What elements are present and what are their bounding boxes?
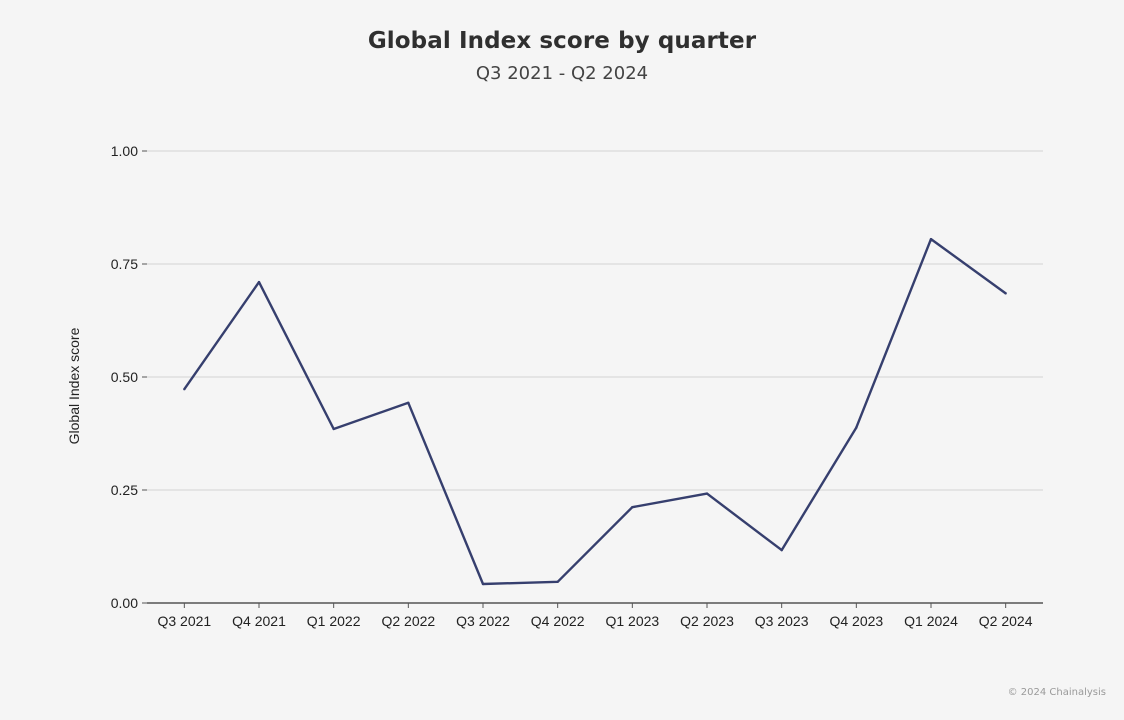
data-point bbox=[1004, 292, 1007, 295]
data-point bbox=[183, 388, 186, 391]
x-tick-label: Q1 2024 bbox=[904, 613, 958, 629]
data-point bbox=[631, 505, 634, 509]
x-tick-label: Q3 2021 bbox=[157, 613, 211, 629]
data-point bbox=[780, 548, 783, 552]
series-line-group bbox=[183, 237, 1007, 586]
x-tick-label: Q2 2024 bbox=[979, 613, 1033, 629]
gridlines bbox=[147, 150, 1043, 491]
data-point bbox=[556, 580, 559, 583]
data-point bbox=[855, 426, 858, 429]
y-tick-label: 0.50 bbox=[111, 369, 138, 385]
x-tick-label: Q4 2021 bbox=[232, 613, 286, 629]
y-tick-label: 1.00 bbox=[111, 143, 138, 159]
data-point bbox=[332, 427, 335, 431]
x-tick-label: Q4 2023 bbox=[829, 613, 883, 629]
x-tick-label: Q2 2022 bbox=[381, 613, 435, 629]
data-point bbox=[257, 280, 261, 284]
data-point bbox=[407, 401, 410, 404]
chart-subtitle: Q3 2021 - Q2 2024 bbox=[475, 63, 649, 84]
series-line bbox=[183, 237, 1007, 586]
chart-title: Global Index score by quarter bbox=[367, 28, 757, 54]
y-tick-label: 0.75 bbox=[111, 256, 138, 272]
x-axis-ticks: Q3 2021 Q4 2021 Q1 2022 Q2 2022 Q3 2022 Q4 20… bbox=[157, 603, 1033, 629]
data-point bbox=[481, 582, 485, 586]
y-tick-label: 0.00 bbox=[111, 595, 138, 611]
y-axis-label: Global Index score bbox=[66, 327, 82, 444]
x-tick-label: Q3 2023 bbox=[755, 613, 809, 629]
y-tick-label: 0.25 bbox=[111, 482, 138, 498]
x-tick-label: Q2 2023 bbox=[680, 613, 734, 629]
data-point bbox=[929, 237, 933, 241]
x-tick-label: Q4 2022 bbox=[531, 613, 585, 629]
copyright-text: © 2024 Chainalysis bbox=[1007, 687, 1106, 698]
x-tick-label: Q1 2023 bbox=[605, 613, 659, 629]
y-axis-ticks: 0.00 0.25 0.50 0.75 1.00 bbox=[111, 143, 147, 611]
x-tick-label: Q1 2022 bbox=[307, 613, 361, 629]
data-point bbox=[705, 492, 709, 495]
x-tick-label: Q3 2022 bbox=[456, 613, 510, 629]
